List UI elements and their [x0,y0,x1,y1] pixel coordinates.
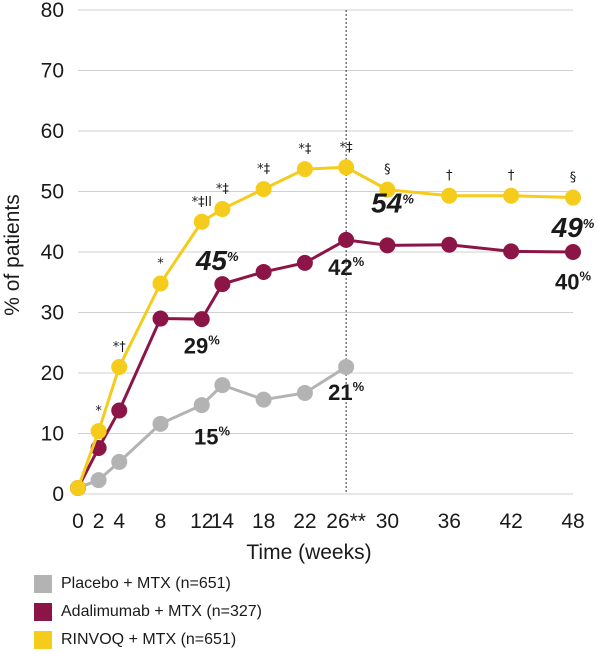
x-tick-label-36: 36 [438,510,461,533]
data-point-s2-6 [255,181,272,198]
data-point-s0-8 [338,358,355,375]
data-point-s2-4 [193,213,210,230]
y-axis-ticks: 0 10 20 30 40 50 60 70 80 [41,0,64,506]
legend-label-rinvoq: RINVOQ + MTX (n=651) [61,631,237,648]
data-point-s1-10 [441,236,458,253]
data-point-s0-4 [193,397,210,414]
series-line-1 [76,238,574,489]
legend-label-placebo: Placebo + MTX (n=651) [61,575,231,592]
significance-marker-6: *‡ [298,142,312,157]
y-tick-label-50: 50 [41,181,64,204]
x-tick-label-18: 18 [252,510,275,533]
y-tick-label-60: 60 [41,120,64,143]
data-point-s2-12 [565,189,581,206]
data-point-s2-7 [296,161,313,178]
data-point-s2-0 [70,479,86,496]
significance-marker-11: § [570,171,577,186]
legend-label-adalimumab: Adalimumab + MTX (n=327) [61,603,262,620]
y-tick-label-0: 0 [52,483,64,506]
legend-swatch-placebo [34,575,52,593]
significance-marker-5: *‡ [257,162,271,177]
data-point-s2-2 [111,358,128,375]
data-point-s0-6 [255,391,272,408]
data-point-s0-7 [296,384,313,401]
data-point-s1-7 [296,254,313,271]
data-point-s1-9 [379,237,396,254]
series-group [70,159,581,496]
legend-item-adalimumab: Adalimumab + MTX (n=327) [34,598,262,626]
data-label-0: 45% [195,245,239,276]
x-tick-label-30: 30 [376,510,399,533]
data-label-6: 21% [328,379,364,405]
data-point-s0-1 [90,472,107,489]
x-tick-label-4: 4 [113,510,125,533]
x-tick-label-42: 42 [499,510,522,533]
data-label-2: 49% [551,212,595,243]
significance-marker-4: *‡ [216,182,230,197]
significance-marker-8: § [384,163,391,178]
y-axis-label: % of patients [1,194,24,315]
x-tick-label-26: 26** [326,510,366,533]
data-labels: 45% 54% 49% 42% 29% 40% 21% 15% [184,188,595,450]
data-point-s1-8 [338,231,355,248]
data-point-s2-9 [379,181,396,198]
data-point-s1-2 [111,402,128,419]
significance-marker-3: *‡ll [192,195,212,210]
x-tick-label-2: 2 [93,510,105,533]
y-tick-label-20: 20 [41,362,64,385]
data-point-s2-11 [503,187,520,204]
significance-marker-10: † [508,169,515,184]
x-tick-label-0: 0 [72,510,84,533]
y-tick-label-40: 40 [41,241,64,264]
y-tick-label-30: 30 [41,302,64,325]
legend-swatch-adalimumab [34,603,52,621]
data-point-s1-5 [214,276,231,293]
data-point-s2-3 [152,275,169,292]
significance-markers: * *† * *‡ll *‡ *‡ *‡ *‡ § † † § [95,140,576,419]
x-tick-label-14: 14 [211,510,235,533]
data-label-3: 42% [328,254,364,280]
x-axis-label: Time (weeks) [246,541,371,564]
legend-item-rinvoq: RINVOQ + MTX (n=651) [34,626,262,654]
data-point-s0-3 [152,415,169,432]
data-point-s1-3 [152,310,169,327]
significance-marker-0: * [95,404,102,419]
data-point-s2-5 [214,201,231,218]
x-tick-label-12: 12 [190,510,213,533]
x-tick-label-48: 48 [561,510,584,533]
y-tick-label-80: 80 [41,0,64,22]
series-line-2 [76,165,574,489]
data-point-s1-12 [565,244,581,260]
x-tick-label-8: 8 [155,510,167,533]
significance-marker-1: *† [113,340,127,355]
x-tick-label-22: 22 [293,510,316,533]
y-tick-label-10: 10 [41,423,64,446]
data-point-s0-5 [214,377,231,394]
data-point-s1-11 [503,243,520,260]
data-point-s2-10 [441,187,458,204]
data-label-7: 15% [194,423,230,449]
data-label-1: 54% [371,188,414,219]
data-point-s1-6 [255,263,272,280]
data-point-s1-4 [193,311,210,328]
significance-marker-9: † [446,169,453,184]
significance-marker-7: *‡ [340,140,354,155]
data-point-s2-8 [338,159,355,176]
data-label-5: 40% [555,269,591,295]
legend-swatch-rinvoq [34,631,52,649]
y-tick-label-70: 70 [41,60,64,83]
significance-marker-2: * [157,256,164,271]
legend-item-placebo: Placebo + MTX (n=651) [34,570,262,598]
data-point-s2-1 [90,423,107,440]
data-point-s0-2 [111,453,128,470]
data-label-4: 29% [184,333,220,359]
legend: Placebo + MTX (n=651) Adalimumab + MTX (… [34,570,262,654]
